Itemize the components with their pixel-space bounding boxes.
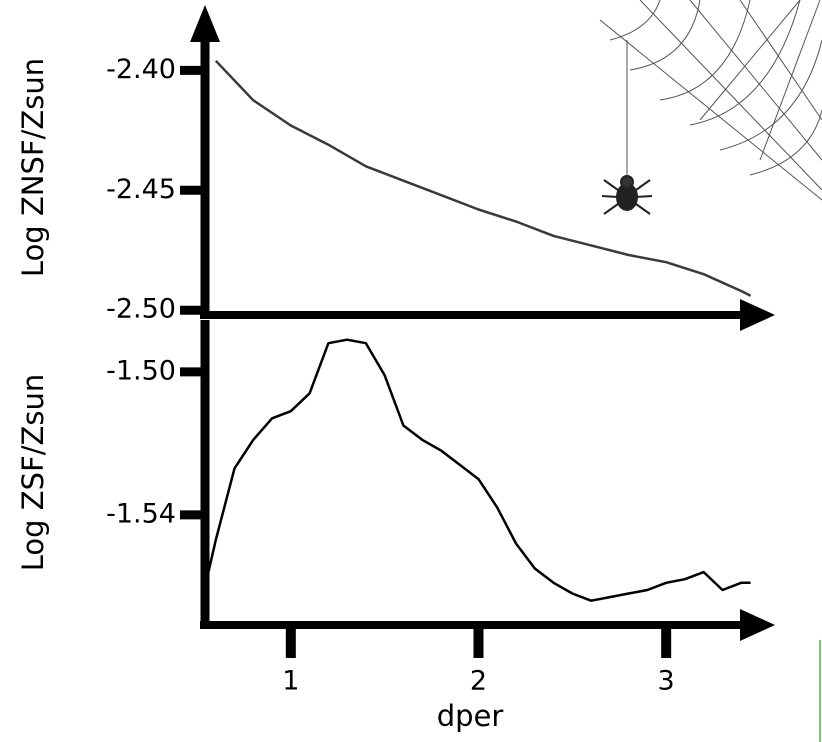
y-tick-label: -2.50: [106, 294, 176, 325]
y-axis-arrow: [190, 5, 220, 42]
spider: [601, 175, 653, 215]
y-axis-title: Log ZNSF/Zsun: [16, 58, 50, 277]
y-tick-label: -2.45: [106, 174, 176, 205]
y-tick-label: -1.50: [106, 355, 176, 386]
x-tick-label: 1: [282, 666, 299, 697]
x-axis-arrow: [740, 609, 775, 641]
spider-web: [599, 0, 822, 201]
x-axis-arrow: [740, 299, 775, 331]
y-tick-label: -2.40: [106, 54, 176, 85]
x-tick-label: 3: [658, 666, 675, 697]
x-axis-title: dper: [437, 699, 504, 733]
x-tick-label: 2: [470, 666, 487, 697]
y-tick-label: -1.54: [106, 498, 176, 529]
data-line: [205, 338, 751, 602]
data-line: [214, 59, 752, 297]
y-axis-title: Log ZSF/Zsun: [16, 374, 50, 571]
